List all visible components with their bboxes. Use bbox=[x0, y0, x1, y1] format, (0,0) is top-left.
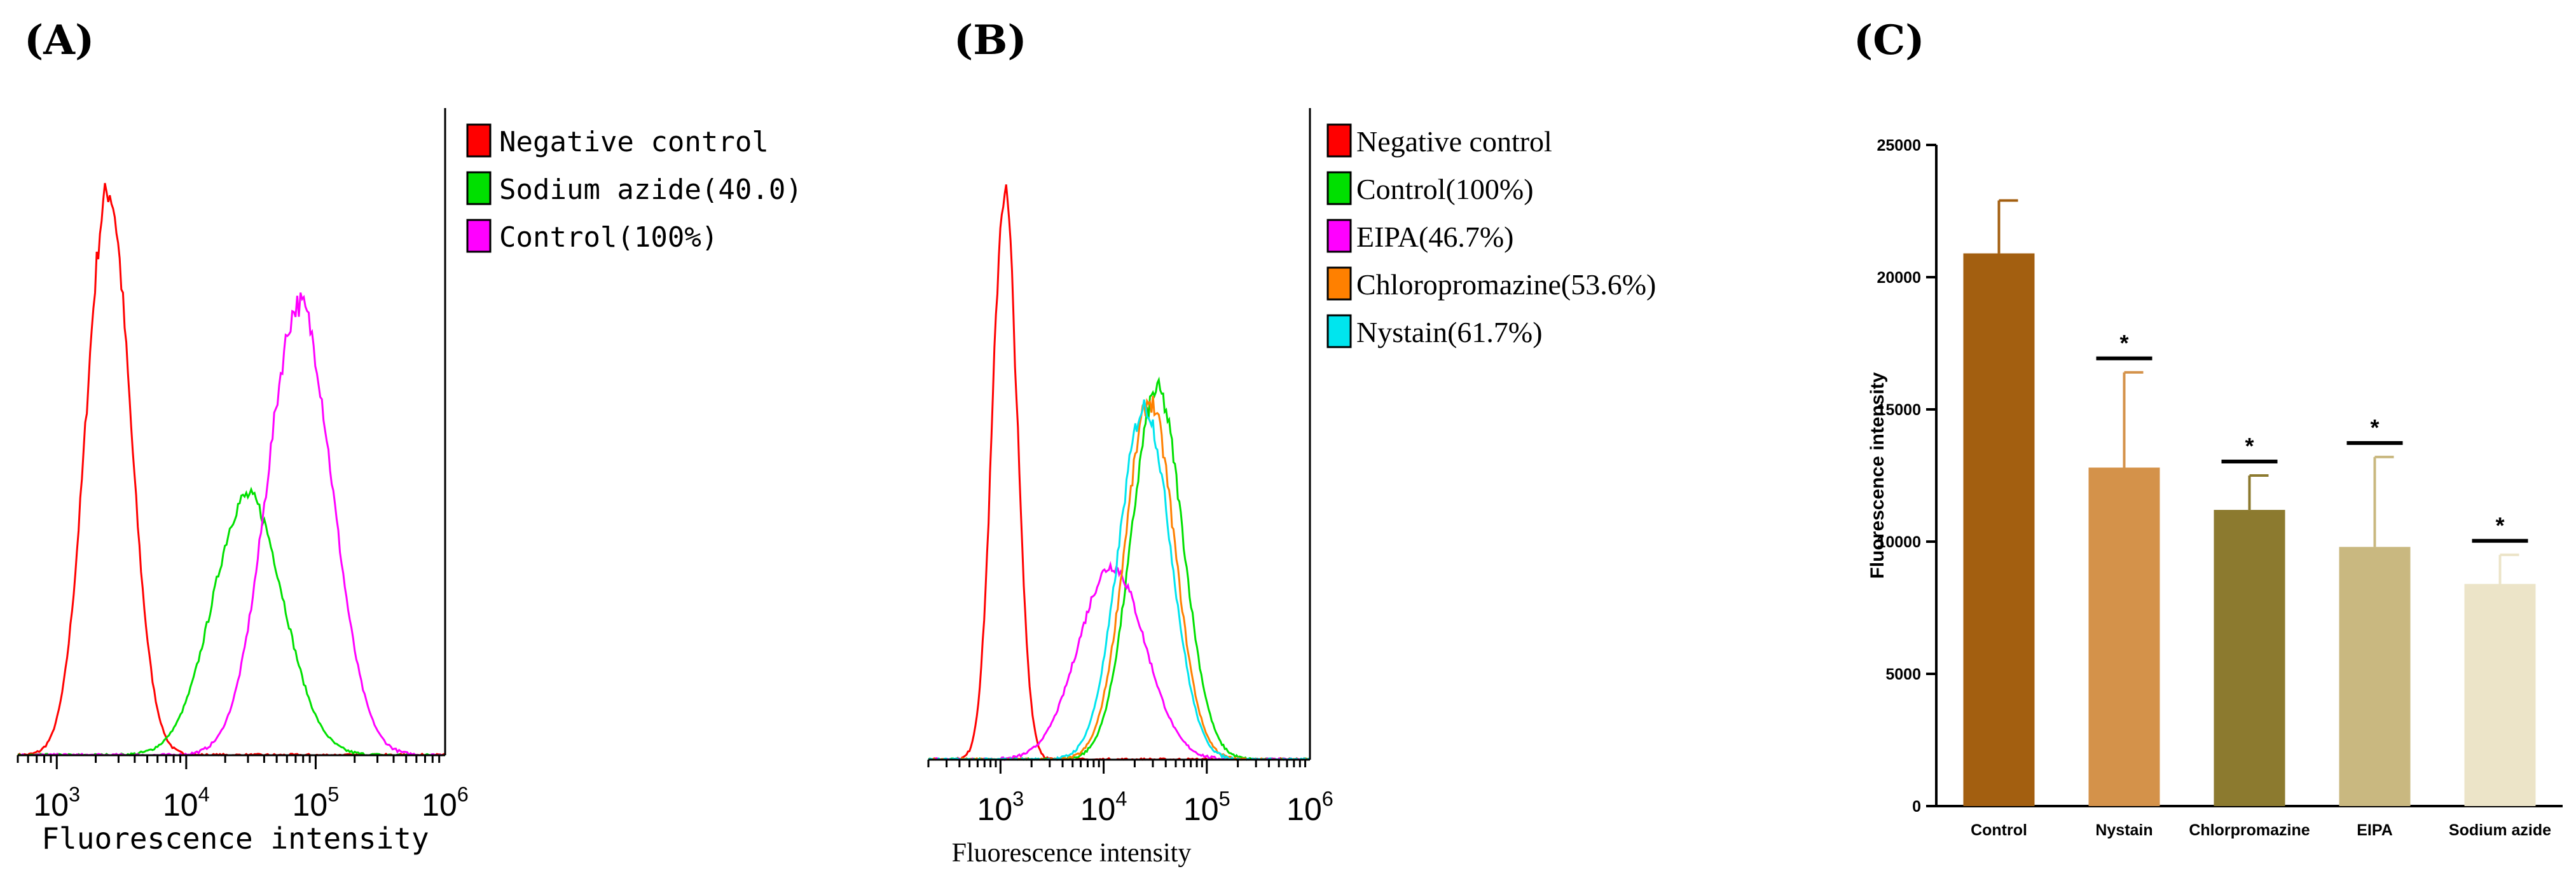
panel-b-histograms bbox=[928, 184, 1311, 762]
panel-b-tick-label: 105 bbox=[1183, 788, 1230, 828]
tick-exponent: 5 bbox=[1219, 788, 1230, 811]
panel-a-legend-label: Control(100%) bbox=[499, 221, 718, 254]
panel-b-legend-label: Chloropromazine(53.6%) bbox=[1356, 268, 1656, 301]
panel-b-tick-label: 103 bbox=[977, 788, 1024, 828]
panel-c-bar bbox=[1963, 253, 2035, 806]
panel-a-x-ticks: 103 104 105 106 bbox=[17, 755, 469, 823]
panel-b-legend-label: Nystain(61.7%) bbox=[1356, 316, 1543, 348]
panel-a-tick-label: 104 bbox=[163, 783, 210, 823]
panel-c-category-label: EIPA bbox=[2357, 821, 2393, 839]
panel-b-x-ticks: 103 104 105 106 bbox=[927, 760, 1333, 828]
tick-base: 10 bbox=[977, 791, 1013, 827]
panel-c-y-tick-label: 5000 bbox=[1885, 666, 1921, 683]
panel-b-legend-swatch bbox=[1326, 171, 1352, 205]
panel-c-bar bbox=[2088, 467, 2160, 806]
panel-a-legend-item: Control(100%) bbox=[466, 219, 718, 254]
panel-b-legend-label: Negative control bbox=[1356, 125, 1552, 158]
panel-b-x-axis-label: Fluorescence intensity bbox=[952, 839, 1192, 868]
tick-base: 10 bbox=[293, 787, 328, 823]
panel-c-y-axis-label: Fluorescence intensity bbox=[1867, 372, 1888, 578]
panel-c-bar bbox=[2339, 547, 2411, 806]
panel-a-histograms bbox=[17, 182, 446, 757]
panel-a: (A) 103 104 105 106 Fluorescence intensity … bbox=[17, 17, 802, 856]
panel-b-legend-swatch bbox=[1326, 266, 1352, 301]
tick-base: 10 bbox=[1080, 791, 1116, 827]
tick-exponent: 6 bbox=[457, 783, 469, 806]
panel-a-legend-label: Negative control bbox=[499, 126, 769, 158]
panel-a-series-line bbox=[18, 292, 445, 757]
panel-a-tick-label: 105 bbox=[293, 783, 340, 823]
panel-c-category-label: Chlorpromazine bbox=[2189, 821, 2310, 839]
panel-c-y-tick-label: 25000 bbox=[1877, 137, 1921, 154]
panel-b-legend-item: EIPA(46.7%) bbox=[1326, 219, 1513, 253]
panel-a-tick-label: 106 bbox=[422, 783, 469, 823]
panel-c-bar bbox=[2464, 584, 2536, 806]
tick-base: 10 bbox=[422, 787, 457, 823]
tick-exponent: 4 bbox=[1115, 788, 1127, 811]
panel-a-series-line bbox=[17, 182, 446, 756]
tick-exponent: 4 bbox=[198, 783, 210, 806]
panel-b: (B) 103 104 105 106 Fluorescence intensity … bbox=[927, 17, 1656, 868]
panel-c-category-label: Control bbox=[1971, 821, 2027, 839]
panel-b-legend-item: Chloropromazine(53.6%) bbox=[1326, 266, 1656, 301]
tick-exponent: 3 bbox=[1012, 788, 1024, 811]
panel-b-legend-swatch bbox=[1326, 219, 1352, 253]
panel-c-significance-star: * bbox=[2370, 414, 2379, 441]
panel-c-y-tick-label: 15000 bbox=[1877, 401, 1921, 419]
panel-a-series-line bbox=[17, 486, 446, 756]
tick-base: 10 bbox=[1286, 791, 1322, 827]
tick-exponent: 6 bbox=[1322, 788, 1333, 811]
panel-c-significance-star: * bbox=[2495, 512, 2504, 538]
panel-a-label: (A) bbox=[24, 17, 94, 64]
panel-a-legend: Negative control Sodium azide(40.0) Cont… bbox=[466, 123, 802, 254]
panel-a-legend-label: Sodium azide(40.0) bbox=[499, 174, 802, 206]
panel-b-legend-item: Negative control bbox=[1326, 123, 1552, 158]
panel-a-x-axis-label: Fluorescence intensity bbox=[41, 821, 429, 856]
panel-c-significance-star: * bbox=[2119, 330, 2128, 356]
tick-exponent: 5 bbox=[327, 783, 339, 806]
panel-c-significance-star: * bbox=[2245, 433, 2254, 459]
panel-b-tick-label: 104 bbox=[1080, 788, 1127, 828]
panel-b-legend-label: Control(100%) bbox=[1356, 173, 1534, 205]
panel-a-tick-label: 103 bbox=[33, 783, 80, 823]
panel-c-label: (C) bbox=[1854, 17, 1925, 64]
panel-a-legend-swatch bbox=[466, 219, 492, 253]
tick-base: 10 bbox=[1183, 791, 1219, 827]
panel-c-category-label: Nystain bbox=[2095, 821, 2152, 839]
panel-c-y-tick-label: 20000 bbox=[1877, 269, 1921, 287]
panel-a-legend-item: Negative control bbox=[466, 123, 769, 158]
panel-a-legend-item: Sodium azide(40.0) bbox=[466, 171, 802, 206]
panel-c-y-tick-label: 0 bbox=[1912, 798, 1921, 816]
panel-a-legend-swatch bbox=[466, 171, 492, 205]
panel-b-legend-swatch bbox=[1326, 123, 1352, 158]
panel-b-legend-item: Nystain(61.7%) bbox=[1326, 314, 1543, 348]
panel-c: (C) 0 5000 10000 15000 20000 25000 Fluorescen… bbox=[1854, 17, 2563, 839]
panel-c-y-ticks: 0 5000 10000 15000 20000 25000 bbox=[1877, 137, 1936, 816]
panel-b-legend-label: EIPA(46.7%) bbox=[1356, 221, 1513, 253]
panel-a-legend-swatch bbox=[466, 123, 492, 158]
panel-b-legend: Negative control Control(100%) EIPA(46.7… bbox=[1326, 123, 1656, 348]
panel-c-y-tick-label: 10000 bbox=[1877, 533, 1921, 551]
tick-exponent: 3 bbox=[69, 783, 80, 806]
tick-base: 10 bbox=[163, 787, 198, 823]
panel-c-category-label: Sodium azide bbox=[2449, 821, 2551, 839]
panel-b-legend-item: Control(100%) bbox=[1326, 171, 1534, 205]
tick-base: 10 bbox=[33, 787, 69, 823]
panel-c-bar bbox=[2214, 510, 2285, 806]
panel-b-tick-label: 106 bbox=[1286, 788, 1333, 828]
panel-b-legend-swatch bbox=[1326, 314, 1352, 348]
panel-b-label: (B) bbox=[954, 17, 1027, 64]
panel-c-bars: Control Nystain * Chlorpromazine * EIPA * Sodiu… bbox=[1963, 199, 2551, 839]
panel-b-series-line bbox=[928, 184, 1311, 761]
